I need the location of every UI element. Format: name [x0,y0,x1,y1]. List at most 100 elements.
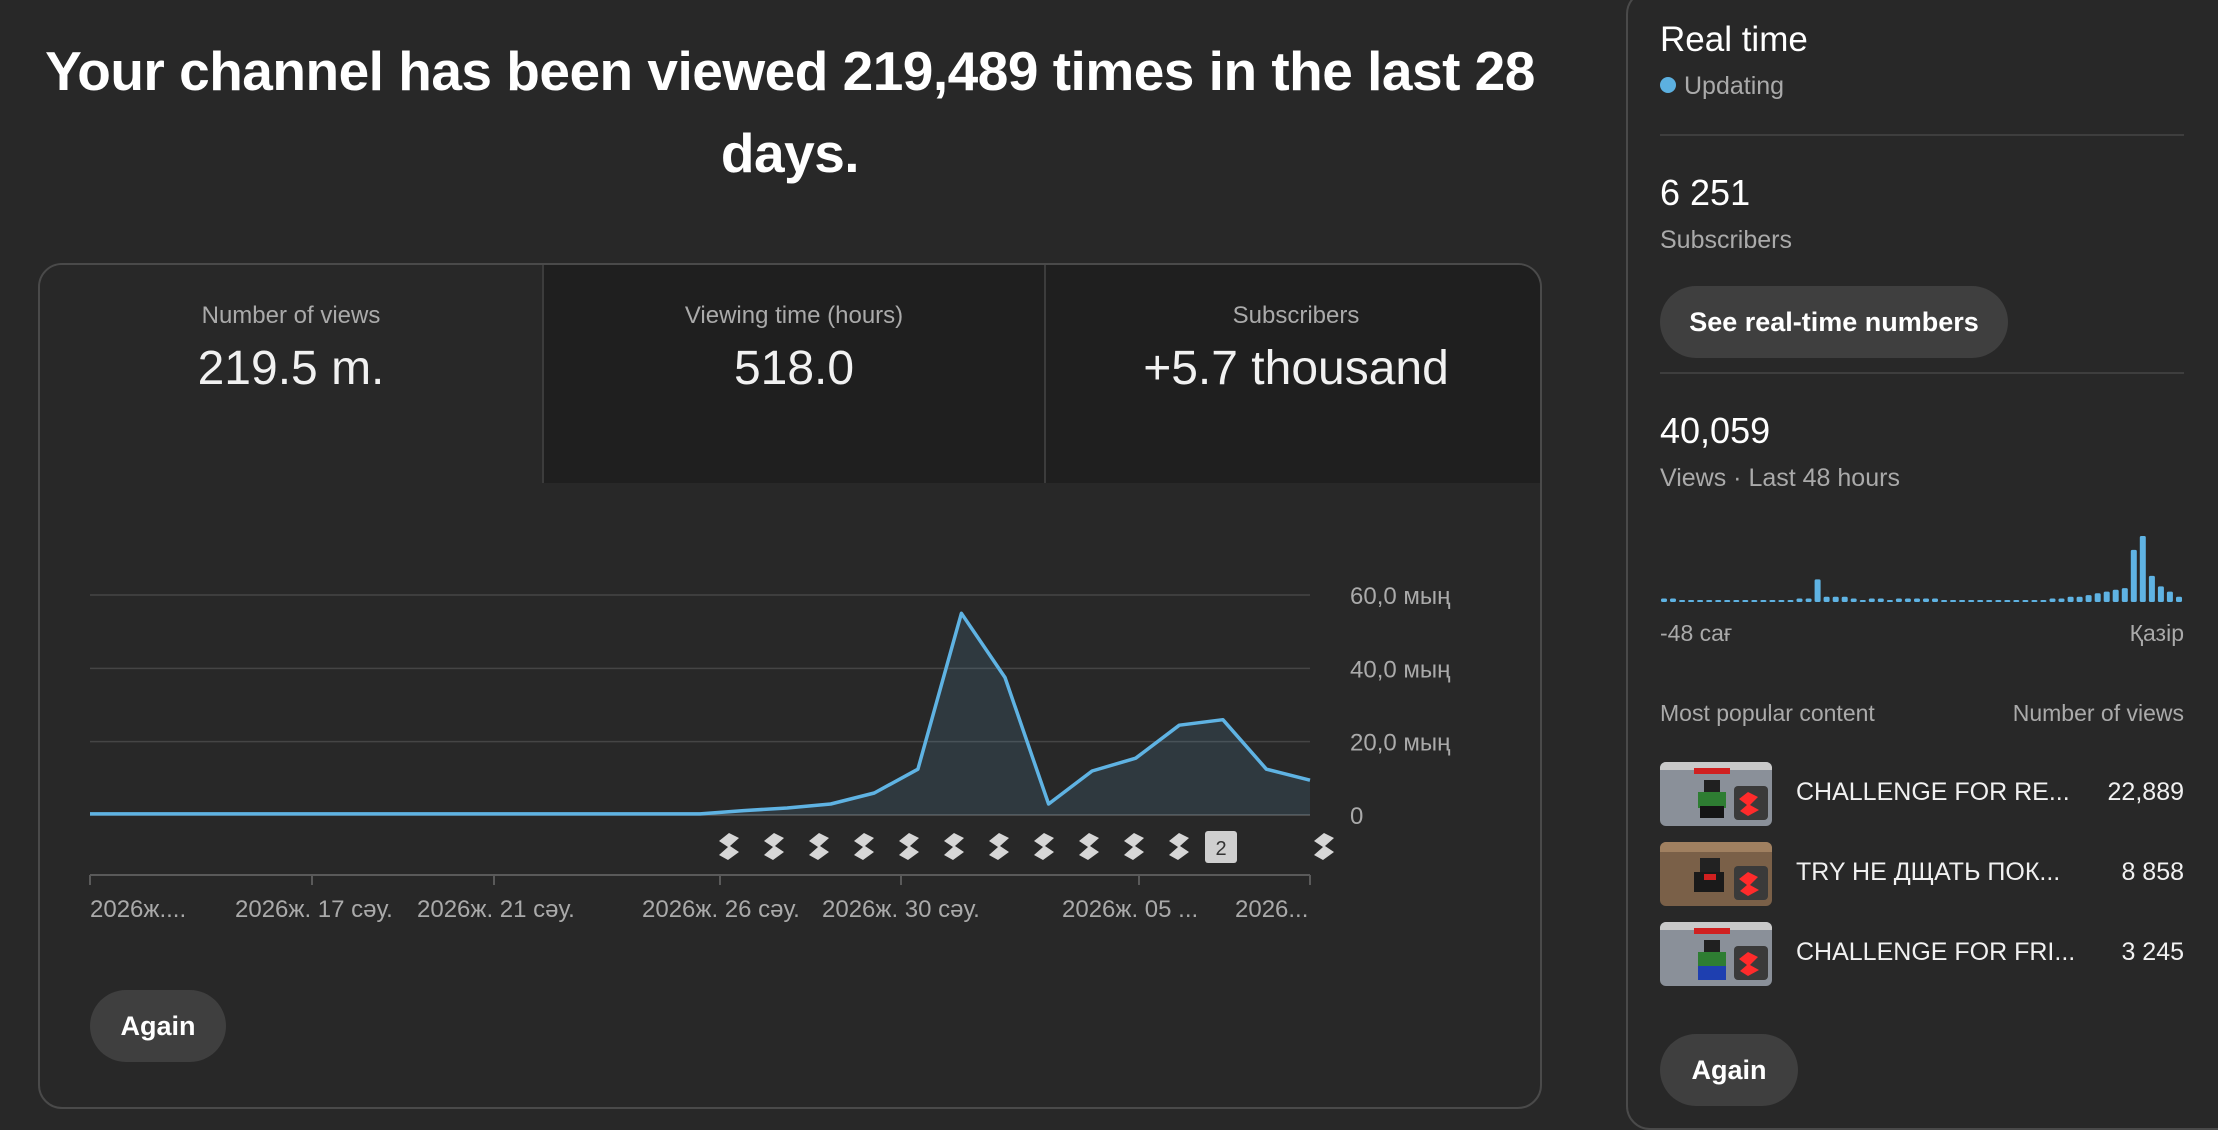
mini-bar [1995,600,2001,602]
tab-views[interactable]: Number of views 219.5 m. [40,265,542,483]
shorts-icon[interactable] [1169,833,1189,860]
mini-bar [1788,600,1794,602]
mini-axis-start: -48 сағ [1660,620,1732,647]
line-area-fill [90,613,1310,815]
mini-bar [1905,599,1911,603]
subscribers-count: 6 251 [1660,172,1750,214]
overview-card: Number of views 219.5 m. Viewing time (h… [38,263,1542,1109]
video-title: TRY НЕ ДЩАТЬ ПОК... [1796,858,2086,887]
mini-bar [1661,599,1667,603]
mini-bar [2113,590,2119,602]
mini-bar [1833,597,1839,602]
mini-bar [1742,600,1748,602]
mini-bar [1950,600,1956,602]
shorts-icon[interactable] [1314,833,1334,860]
mini-bar [1751,600,1757,602]
mini-bar [1896,599,1902,603]
mini-bar [2167,592,2173,602]
views-48h-count: 40,059 [1660,410,1770,452]
x-tick-label: 2026... [1235,896,1308,923]
mini-bar [1986,600,1992,602]
mini-bar [2086,595,2092,602]
mini-bar [2040,600,2046,602]
mini-bar [1869,599,1875,603]
y-tick-label: 40,0 мың [1350,656,1451,683]
mini-bar [1959,600,1965,602]
mini-bar [2131,550,2137,602]
tab-watch-time[interactable]: Viewing time (hours) 518.0 [542,265,1044,483]
realtime-card: Real time Updating 6 251 Subscribers See… [1626,0,2218,1130]
mini-bar [2158,586,2164,602]
mini-bar [1941,600,1947,602]
shorts-icon[interactable] [719,833,739,860]
tab-label: Viewing time (hours) [544,302,1044,330]
mini-bar [1724,600,1730,602]
shorts-icon[interactable] [1079,833,1099,860]
tab-value: +5.7 thousand [1046,341,1542,396]
mini-bar [1806,599,1812,603]
shorts-icon[interactable] [764,833,784,860]
realtime-status: Updating [1660,72,1784,101]
marker-count-badge[interactable]: 2 [1205,831,1237,863]
tab-value: 219.5 m. [40,341,542,396]
mini-bar [1860,600,1866,602]
metric-tabs: Number of views 219.5 m. Viewing time (h… [40,265,1542,483]
shorts-icon[interactable] [1034,833,1054,860]
mini-bar [1851,599,1857,603]
list-item[interactable]: CHALLENGE FOR FRI... 3 245 [1660,922,2184,988]
views-column-header: Number of views [2013,700,2184,727]
mini-bar [2004,600,2010,602]
mini-bar [1697,600,1703,602]
shorts-icon[interactable] [989,833,1009,860]
mini-axis-end: Қазір [2130,620,2184,647]
list-item[interactable]: CHALLENGE FOR RE... 22,889 [1660,762,2184,828]
mini-bar [1797,599,1803,603]
mini-bar [1815,579,1821,602]
mini-bar [2176,597,2182,602]
y-tick-label: 60,0 мың [1350,583,1451,610]
x-tick-label: 2026ж. 30 сәу. [822,896,980,923]
mini-bar [2095,593,2101,602]
subscribers-label: Subscribers [1660,226,1792,255]
mini-bar [2013,600,2019,602]
mini-bar [2050,599,2056,603]
list-item[interactable]: TRY НЕ ДЩАТЬ ПОК... 8 858 [1660,842,2184,908]
again-button[interactable]: Again [1660,1034,1798,1106]
realtime-title: Real time [1660,20,1808,60]
see-realtime-button[interactable]: See real-time numbers [1660,286,2008,358]
x-tick-label: 2026ж.... [90,896,186,923]
mini-bar [2059,599,2065,603]
mini-bar [1715,600,1721,602]
shorts-icon[interactable] [809,833,829,860]
mini-bar [1670,599,1676,603]
tab-label: Subscribers [1046,302,1542,330]
mini-bar [1923,599,1929,603]
status-dot-icon [1660,77,1676,93]
video-views: 22,889 [2108,778,2184,807]
x-tick-label: 2026ж. 26 сәу. [642,896,800,923]
mini-bar [1760,600,1766,602]
video-title: CHALLENGE FOR RE... [1796,778,2086,807]
shorts-icon[interactable] [854,833,874,860]
mini-bar [1932,599,1938,603]
tab-value: 518.0 [544,341,1044,396]
mini-bar [1679,600,1685,602]
mini-bar [2031,600,2037,602]
mini-bar [1968,600,1974,602]
page-title: Your channel has been viewed 219,489 tim… [40,30,1540,194]
tab-subscribers[interactable]: Subscribers +5.7 thousand [1044,265,1542,483]
mini-bar [1706,600,1712,602]
mini-bar [2149,576,2155,602]
popular-content-header: Most popular content [1660,700,1875,727]
video-thumbnail [1660,922,1772,986]
video-views: 8 858 [2121,858,2184,887]
again-button[interactable]: Again [90,990,226,1062]
y-tick-label: 20,0 мың [1350,730,1451,757]
shorts-icon[interactable] [1124,833,1144,860]
divider [1660,372,2184,374]
mini-bar [1824,597,1830,602]
realtime-bar-chart [1660,522,2184,602]
shorts-icon[interactable] [944,833,964,860]
mini-bar [1688,600,1694,602]
shorts-icon[interactable] [899,833,919,860]
